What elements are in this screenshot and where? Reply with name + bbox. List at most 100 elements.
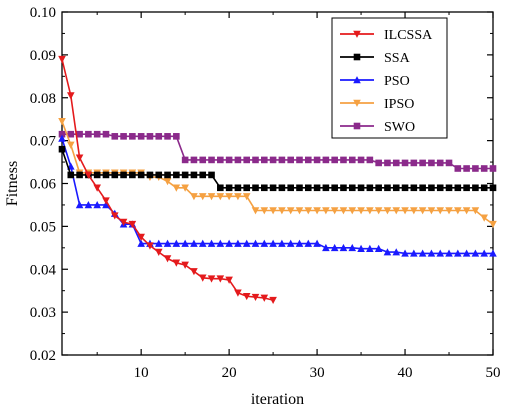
data-point-pso bbox=[480, 249, 489, 257]
data-point-ssa bbox=[472, 184, 479, 192]
data-point-pso bbox=[172, 239, 181, 247]
data-point-ipso bbox=[418, 207, 427, 215]
data-point-pso bbox=[269, 239, 277, 247]
data-point-ilcssa bbox=[260, 294, 269, 302]
data-point-ipso bbox=[260, 207, 269, 215]
y-axis-title: Fitness bbox=[4, 161, 21, 206]
legend-marker-ssa bbox=[353, 53, 361, 61]
data-point-swo bbox=[463, 165, 470, 172]
data-point-pso bbox=[348, 243, 357, 252]
data-point-ipso bbox=[410, 207, 418, 215]
x-tick-label: 20 bbox=[222, 365, 237, 381]
y-tick-label: 0.02 bbox=[30, 348, 56, 364]
data-point-swo bbox=[296, 156, 303, 164]
y-tick-label: 0.03 bbox=[30, 305, 56, 321]
data-point-ipso bbox=[295, 207, 304, 215]
data-point-ipso bbox=[58, 118, 66, 126]
series-line-pso bbox=[61, 138, 493, 255]
data-point-swo bbox=[472, 165, 479, 172]
y-tick-label: 0.07 bbox=[30, 134, 57, 150]
data-point-ssa bbox=[58, 145, 66, 153]
data-point-ssa bbox=[234, 184, 242, 192]
data-point-ipso bbox=[348, 207, 357, 215]
data-point-ssa bbox=[225, 184, 233, 192]
data-point-ssa bbox=[120, 171, 127, 179]
data-point-ilcssa bbox=[93, 184, 101, 192]
legend-label: SSA bbox=[384, 51, 411, 66]
series-ilcssa bbox=[58, 55, 277, 305]
data-point-ipso bbox=[198, 193, 207, 201]
series-line-ssa bbox=[61, 148, 493, 189]
x-axis-title: iteration bbox=[251, 391, 304, 408]
data-point-ssa bbox=[463, 184, 470, 192]
data-point-ipso bbox=[366, 207, 374, 215]
data-point-ssa bbox=[67, 171, 75, 179]
data-point-ssa bbox=[164, 171, 171, 179]
data-point-pso bbox=[295, 239, 304, 247]
data-point-ilcssa bbox=[119, 218, 128, 226]
data-point-ipso bbox=[313, 207, 321, 215]
data-point-ipso bbox=[322, 207, 330, 215]
legend-label: ILCSSA bbox=[384, 28, 433, 43]
data-point-swo bbox=[76, 130, 83, 138]
data-point-pso bbox=[304, 239, 313, 247]
data-point-ssa bbox=[313, 184, 321, 192]
data-point-pso bbox=[392, 248, 401, 256]
data-point-ilcssa bbox=[242, 292, 251, 301]
data-point-ssa bbox=[428, 184, 435, 192]
x-tick-label: 30 bbox=[310, 365, 325, 381]
data-point-pso bbox=[462, 249, 471, 257]
data-point-swo bbox=[454, 165, 462, 172]
data-point-pso bbox=[225, 239, 233, 247]
x-tick-label: 40 bbox=[398, 365, 413, 381]
legend: ILCSSA SSA PSO IPSO SWO bbox=[331, 17, 448, 139]
data-point-swo bbox=[348, 156, 356, 164]
data-point-pso bbox=[489, 249, 497, 257]
data-point-swo bbox=[137, 133, 145, 140]
data-point-ssa bbox=[252, 184, 259, 192]
data-point-ilcssa bbox=[84, 171, 93, 179]
data-point-ssa bbox=[269, 184, 277, 192]
data-point-ssa bbox=[76, 171, 83, 179]
data-point-ssa bbox=[445, 184, 453, 192]
data-point-pso bbox=[445, 249, 453, 257]
data-point-ipso bbox=[330, 207, 339, 215]
data-point-ssa bbox=[278, 184, 286, 192]
legend-marker-pso bbox=[353, 76, 361, 84]
data-point-ipso bbox=[66, 141, 75, 149]
data-point-pso bbox=[383, 248, 392, 256]
data-point-pso bbox=[190, 239, 198, 247]
data-point-ilcssa bbox=[75, 154, 84, 162]
data-point-ilcssa bbox=[172, 259, 181, 267]
data-point-swo bbox=[93, 130, 101, 138]
data-point-ipso bbox=[480, 214, 489, 222]
data-point-ssa bbox=[419, 184, 426, 192]
data-point-swo bbox=[67, 130, 75, 138]
data-point-swo bbox=[173, 133, 180, 140]
data-point-pso bbox=[286, 239, 295, 247]
data-point-ssa bbox=[348, 184, 356, 192]
data-point-ssa bbox=[366, 184, 374, 192]
data-point-pso bbox=[436, 249, 445, 257]
data-point-pso bbox=[330, 243, 339, 252]
data-point-ssa bbox=[340, 184, 347, 192]
data-point-ssa bbox=[261, 184, 268, 192]
legend-item: IPSO bbox=[340, 97, 414, 112]
data-point-ipso bbox=[436, 207, 445, 215]
data-point-pso bbox=[418, 249, 427, 257]
data-point-ssa bbox=[190, 171, 198, 179]
data-point-swo bbox=[252, 156, 259, 164]
data-point-ssa bbox=[357, 184, 365, 192]
data-point-ilcssa bbox=[181, 261, 189, 269]
data-point-swo bbox=[181, 156, 189, 164]
data-point-ilcssa bbox=[234, 289, 242, 297]
data-point-swo bbox=[410, 159, 418, 167]
data-point-pso bbox=[278, 239, 286, 247]
data-point-swo bbox=[58, 130, 66, 138]
data-point-swo bbox=[164, 133, 171, 140]
data-point-ssa bbox=[489, 184, 497, 192]
data-point-swo bbox=[375, 159, 382, 167]
data-point-ipso bbox=[181, 184, 189, 192]
data-point-pso bbox=[471, 249, 480, 257]
